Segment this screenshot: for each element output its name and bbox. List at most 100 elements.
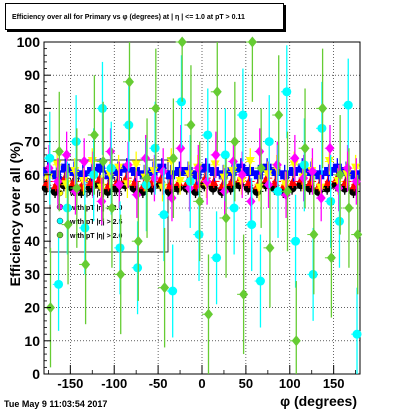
data-point	[326, 196, 336, 206]
data-point	[45, 153, 55, 163]
y-tick-label: 40	[24, 233, 40, 249]
data-point	[282, 185, 292, 197]
data-point	[273, 186, 283, 196]
data-point	[60, 163, 70, 173]
data-point	[237, 176, 246, 186]
data-point	[212, 253, 222, 263]
data-point	[113, 166, 123, 176]
data-point	[54, 146, 64, 158]
data-point	[149, 172, 159, 184]
data-point	[141, 180, 151, 190]
data-point	[308, 269, 318, 279]
data-point	[80, 223, 90, 233]
data-point	[317, 123, 327, 133]
data-point	[325, 142, 335, 154]
data-point	[114, 163, 124, 173]
data-point	[334, 182, 344, 194]
x-tick-label: 50	[239, 376, 253, 391]
data-point	[62, 149, 72, 161]
data-point	[264, 179, 274, 191]
data-point	[289, 160, 299, 170]
data-point	[44, 162, 54, 174]
data-point	[209, 176, 219, 186]
data-point	[324, 157, 334, 167]
y-tick-label: 70	[24, 134, 40, 150]
data-point	[151, 102, 161, 114]
data-point	[318, 102, 328, 114]
data-point	[288, 176, 298, 186]
axes: 0 10 20 30 40 50 60 70 80 90 100 -150 -100 -50 0 50 100 1…	[17, 34, 357, 391]
data-point	[168, 286, 178, 296]
y-tick-label: 30	[24, 266, 40, 282]
data-point	[79, 176, 88, 186]
data-point	[132, 189, 142, 201]
data-point	[309, 229, 319, 241]
data-point	[239, 288, 249, 300]
data-point	[230, 136, 240, 148]
x-axis-label: φ (degrees)	[280, 393, 357, 409]
data-point	[221, 212, 231, 224]
legend-entry: with pT |η| > 2.5	[69, 219, 122, 226]
data-point	[158, 165, 168, 177]
x-tick-label: 0	[198, 376, 205, 391]
data-point	[274, 109, 284, 121]
legend-entry: with pT |η| > 2.0	[69, 233, 122, 240]
data-point	[290, 152, 300, 164]
data-point	[116, 268, 126, 280]
y-tick-label: 60	[24, 167, 40, 183]
data-point	[211, 149, 221, 161]
data-point	[106, 146, 116, 158]
data-point	[272, 159, 282, 171]
data-point	[177, 36, 187, 48]
data-point	[81, 258, 91, 270]
data-point	[43, 173, 53, 183]
data-point	[300, 142, 310, 154]
data-point	[124, 120, 134, 130]
data-point	[133, 235, 143, 247]
y-tick-label: 20	[24, 300, 40, 316]
data-point	[220, 185, 230, 197]
data-point	[332, 163, 342, 173]
data-point	[122, 180, 132, 190]
data-point	[131, 160, 141, 170]
data-point	[203, 308, 213, 320]
legend-marker	[56, 231, 64, 239]
x-tick-label: 100	[279, 376, 301, 391]
y-tick-label: 0	[32, 366, 40, 382]
legend-entry: with pT |η| > 1.0	[69, 177, 122, 184]
data-point	[159, 210, 169, 220]
data-point	[335, 169, 345, 181]
data-point	[115, 243, 125, 253]
data-point	[123, 159, 133, 171]
data-point	[130, 166, 140, 176]
data-point	[142, 172, 152, 184]
data-point	[324, 166, 334, 176]
x-tick-label: -100	[101, 376, 127, 391]
data-point	[192, 170, 202, 180]
data-point	[158, 183, 167, 193]
data-point	[350, 170, 360, 180]
data-point	[299, 172, 309, 184]
data-point	[265, 242, 275, 254]
data-point	[72, 182, 82, 194]
data-point	[344, 202, 354, 214]
data-point	[262, 163, 272, 173]
data-point	[353, 229, 363, 241]
x-tick-label: 150	[323, 376, 345, 391]
series-6	[44, 36, 363, 374]
data-point	[307, 165, 317, 177]
data-point	[176, 97, 186, 107]
data-point	[280, 170, 290, 180]
data-point	[107, 202, 117, 214]
x-tick-label: -50	[149, 376, 168, 391]
data-point	[220, 150, 230, 160]
data-point	[343, 162, 353, 174]
data-point	[114, 179, 124, 191]
data-point	[351, 175, 361, 187]
data-point	[245, 157, 255, 167]
data-point	[62, 203, 72, 213]
data-point	[201, 163, 211, 173]
data-point	[255, 276, 265, 286]
data-point	[195, 195, 205, 207]
